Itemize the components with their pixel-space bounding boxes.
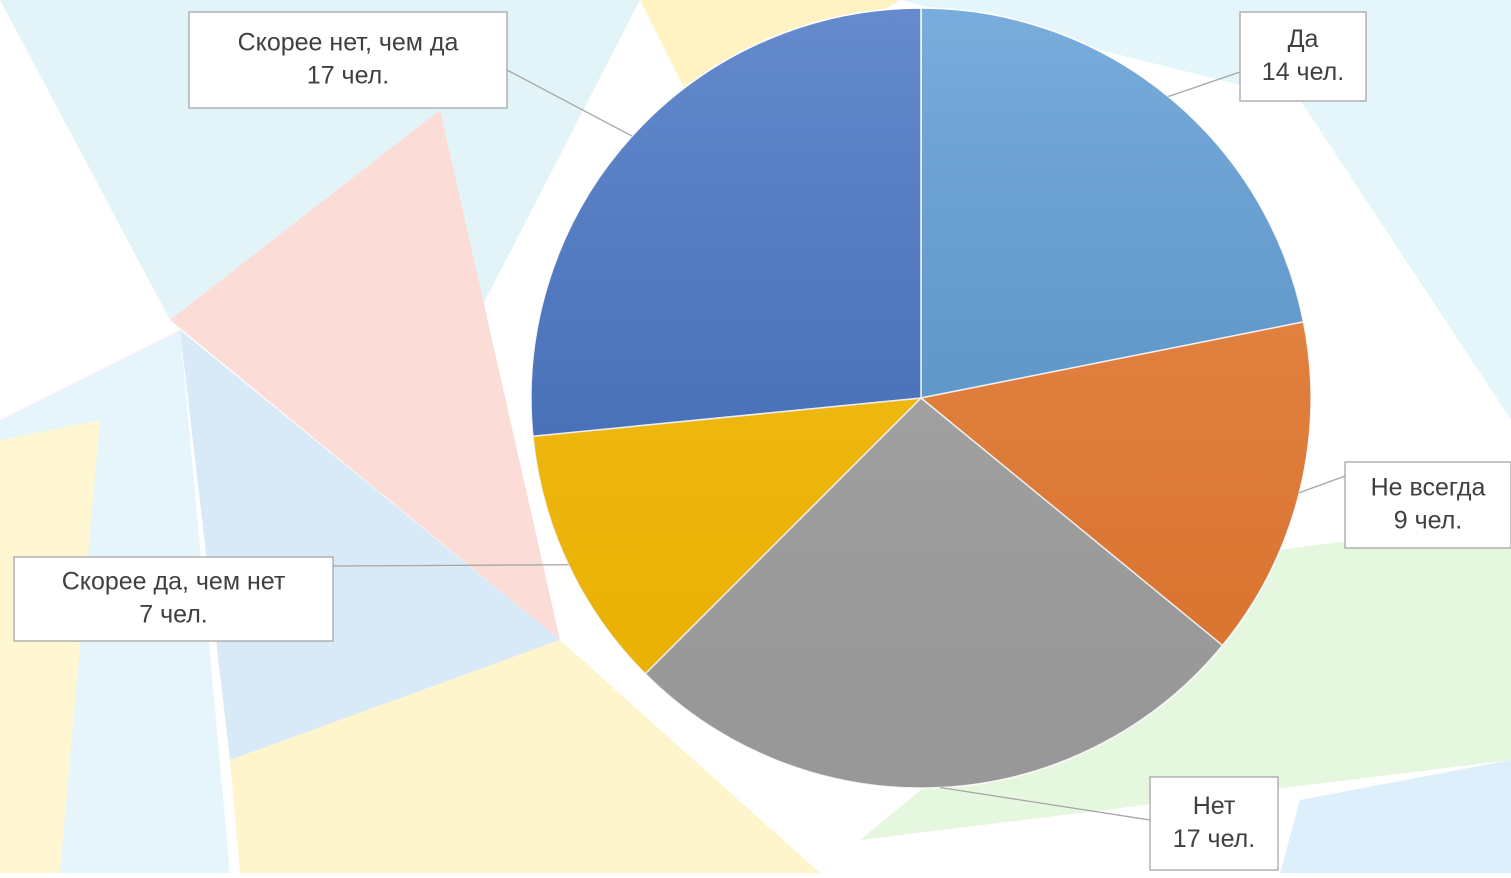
- leader-line: [1299, 475, 1346, 494]
- label-box: [1344, 461, 1511, 549]
- label-box: [1239, 11, 1367, 102]
- leader-line: [940, 786, 1151, 821]
- value-label: 17 чел.: [307, 62, 389, 90]
- label-box: [1149, 776, 1279, 871]
- leader-line: [506, 69, 633, 137]
- leader-line: [1168, 71, 1241, 98]
- label-box: [188, 11, 508, 109]
- category-label: Не всегда: [1371, 474, 1486, 502]
- category-label: Да: [1288, 25, 1319, 53]
- value-label: 7 чел.: [139, 601, 207, 629]
- leader-line: [332, 564, 569, 567]
- data-labels: Да 14 чел. Не всегда 9 чел. Нет 17 чел. Скорее…: [13, 11, 1511, 871]
- category-label: Нет: [1193, 792, 1236, 820]
- category-label: Скорее нет, чем да: [238, 29, 459, 57]
- label-box: [13, 556, 334, 642]
- value-label: 17 чел.: [1173, 825, 1255, 853]
- category-label: Скорее да, чем нет: [62, 568, 286, 596]
- value-label: 9 чел.: [1394, 507, 1462, 535]
- pie: [530, 7, 1312, 789]
- value-label: 14 чел.: [1262, 58, 1344, 86]
